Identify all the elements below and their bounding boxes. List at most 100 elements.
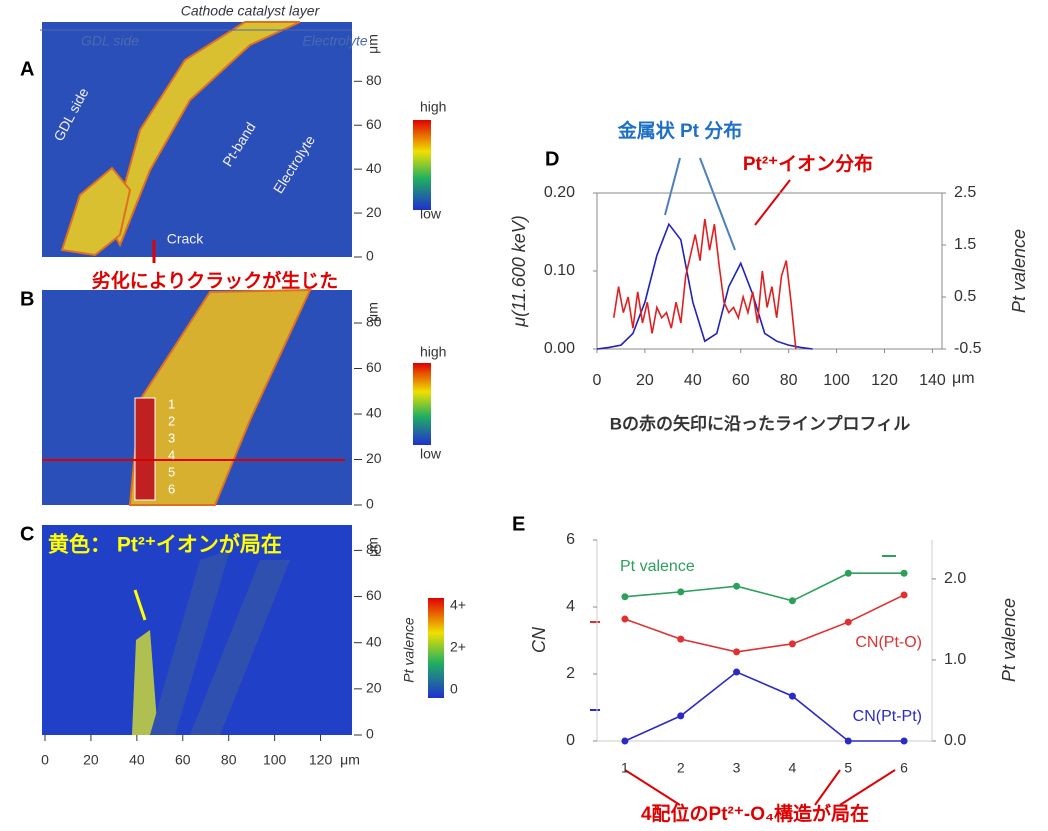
y-tick-label: 60: [366, 359, 382, 375]
plot-frame: [596, 192, 943, 350]
x-tick-label: 100: [823, 372, 850, 389]
colorbar-label: low: [420, 446, 442, 462]
x-tick-label: 6: [900, 760, 908, 776]
marker: [733, 668, 741, 676]
unit-label: μm: [365, 34, 381, 54]
series-line: [612, 218, 797, 350]
marker: [621, 593, 629, 601]
colorbar-label: low: [420, 206, 442, 222]
y-tick-label: 0.00: [544, 340, 575, 357]
colorbar-title: Pt valence: [401, 617, 417, 683]
x-tick-label: 1: [621, 760, 629, 776]
y-tick-label: 0: [366, 726, 374, 742]
colorbar-label: 4+: [450, 597, 466, 613]
annotation: 4配位のPt²⁺-O₄構造が局在: [641, 802, 869, 825]
map-annotation: Crack: [167, 231, 205, 247]
map-b: [42, 288, 352, 506]
y2-tick-label: 2.5: [954, 184, 976, 201]
colorbar: [428, 598, 444, 698]
marker: [788, 597, 796, 605]
y2-tick-label: 2.0: [944, 570, 966, 587]
unit-label: μm: [365, 537, 381, 557]
y2-tick-label: 1.5: [954, 236, 976, 253]
marker: [677, 635, 685, 643]
series-label: Pt valence: [620, 558, 695, 575]
unit-label: μm: [365, 302, 381, 322]
marker: [621, 737, 629, 745]
marker: [844, 737, 852, 745]
marker: [621, 615, 629, 623]
x-tick-label: 40: [129, 752, 145, 768]
y-tick-label: 80: [366, 314, 382, 330]
x-tick-label: 120: [871, 372, 898, 389]
marker: [733, 648, 741, 656]
header: Cathode catalyst layer: [181, 3, 321, 19]
panel-label: E: [512, 513, 525, 535]
y-tick-label: 40: [366, 633, 382, 649]
y-tick-label: 4: [566, 598, 575, 615]
marker: [788, 692, 796, 700]
y-tick-label: 2: [566, 665, 575, 682]
panel-label: D: [545, 148, 559, 170]
x-tick-label: 3: [733, 760, 741, 776]
header: Electrolyte: [302, 33, 368, 49]
series-line: [624, 671, 905, 742]
y-tick-label: 60: [366, 587, 382, 603]
y-tick-label: 20: [366, 204, 382, 220]
panel-label: A: [20, 58, 34, 80]
marker: [733, 582, 741, 590]
region-label: 4: [168, 447, 175, 462]
y2-axis-label: Pt valence: [1009, 229, 1029, 313]
arrows: [590, 157, 896, 806]
y-tick-label: 0: [566, 732, 575, 749]
panel-label: C: [20, 523, 34, 545]
y-tick-label: 40: [366, 405, 382, 421]
marker: [844, 618, 852, 626]
x-tick-label: 100: [263, 752, 287, 768]
x-tick-label: 0: [41, 752, 49, 768]
marker: [677, 712, 685, 720]
y2-tick-label: -0.5: [954, 340, 982, 357]
y2-tick-label: 1.0: [944, 651, 966, 668]
caption: 劣化によりクラックが生じた: [92, 269, 339, 292]
x-unit-label: μm: [952, 370, 975, 387]
y-tick-label: 0.20: [544, 184, 575, 201]
map-c: [42, 525, 352, 735]
x-tick-label: 140: [919, 372, 946, 389]
region-label: 1: [168, 396, 175, 411]
x-tick-label: 60: [732, 372, 750, 389]
region-label: 6: [168, 481, 175, 496]
y-tick-label: 0.10: [544, 262, 575, 279]
colorbar-label: high: [420, 99, 446, 115]
map-a: [40, 21, 352, 263]
region-label: 5: [168, 464, 175, 479]
marker: [900, 569, 908, 577]
y-tick-label: 0: [366, 248, 374, 264]
x-axis-label: Bの赤の矢印に沿ったラインプロフィル: [610, 413, 910, 433]
marker: [900, 591, 908, 599]
x-tick-label: 120: [309, 752, 333, 768]
marker: [677, 588, 685, 596]
y-axis-label: μ(11.600 keV): [509, 215, 529, 328]
colorbar-label: 0: [450, 681, 458, 697]
series-line: [624, 594, 905, 653]
y2-axis-label: Pt valence: [999, 598, 1019, 682]
region-label: 2: [168, 413, 175, 428]
x-tick-label: 0: [593, 372, 602, 389]
y-tick-label: 40: [366, 160, 382, 176]
x-tick-label: 20: [83, 752, 99, 768]
colorbar: [413, 363, 431, 445]
caption: 黄色： Pt²⁺イオンが局在: [48, 533, 282, 557]
x-tick-label: 80: [221, 752, 237, 768]
panel-label: B: [20, 288, 34, 310]
annotation: 金属状 Pt 分布: [617, 119, 743, 142]
colorbar-label: 2+: [450, 639, 466, 655]
x-tick-label: 60: [175, 752, 191, 768]
y-tick-label: 60: [366, 116, 382, 132]
y-tick-label: 20: [366, 680, 382, 696]
x-unit-label: μm: [340, 752, 360, 768]
series-line: [596, 222, 813, 350]
series-label: CN(Pt-O): [855, 634, 922, 651]
annotation: Pt²⁺イオン分布: [743, 152, 873, 175]
